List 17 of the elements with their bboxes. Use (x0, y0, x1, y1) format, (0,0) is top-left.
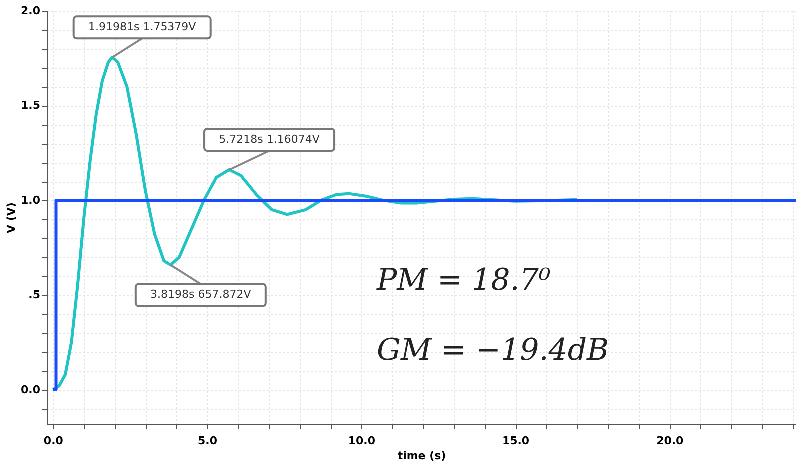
y-tick-label: 0.0 (21, 383, 41, 396)
annotation: 1.91981s 1.75379V (88, 20, 197, 34)
x-tick-label: 20.0 (656, 434, 684, 448)
x-tick-label: 10.0 (348, 434, 376, 448)
x-tick-label: 0.0 (44, 434, 64, 448)
y-tick-label: 2.0 (21, 4, 41, 18)
y-tick-label: 1.5 (21, 99, 40, 112)
x-tick-label: 5.0 (198, 434, 218, 448)
y-tick-label: .5 (28, 288, 40, 302)
x-axis-title: time (s) (398, 450, 446, 462)
annotation: 5.7218s 1.16074V (219, 132, 320, 146)
x-tick-label: 15.0 (502, 434, 530, 448)
annotation: GM = −19.4dB (377, 333, 610, 368)
y-axis-title: V (V) (5, 202, 18, 234)
y-tick-label: 1.0 (21, 194, 41, 207)
annotation: 3.8198s 657.872V (150, 288, 252, 302)
annotation: PM = 18.7⁰ (376, 263, 551, 298)
